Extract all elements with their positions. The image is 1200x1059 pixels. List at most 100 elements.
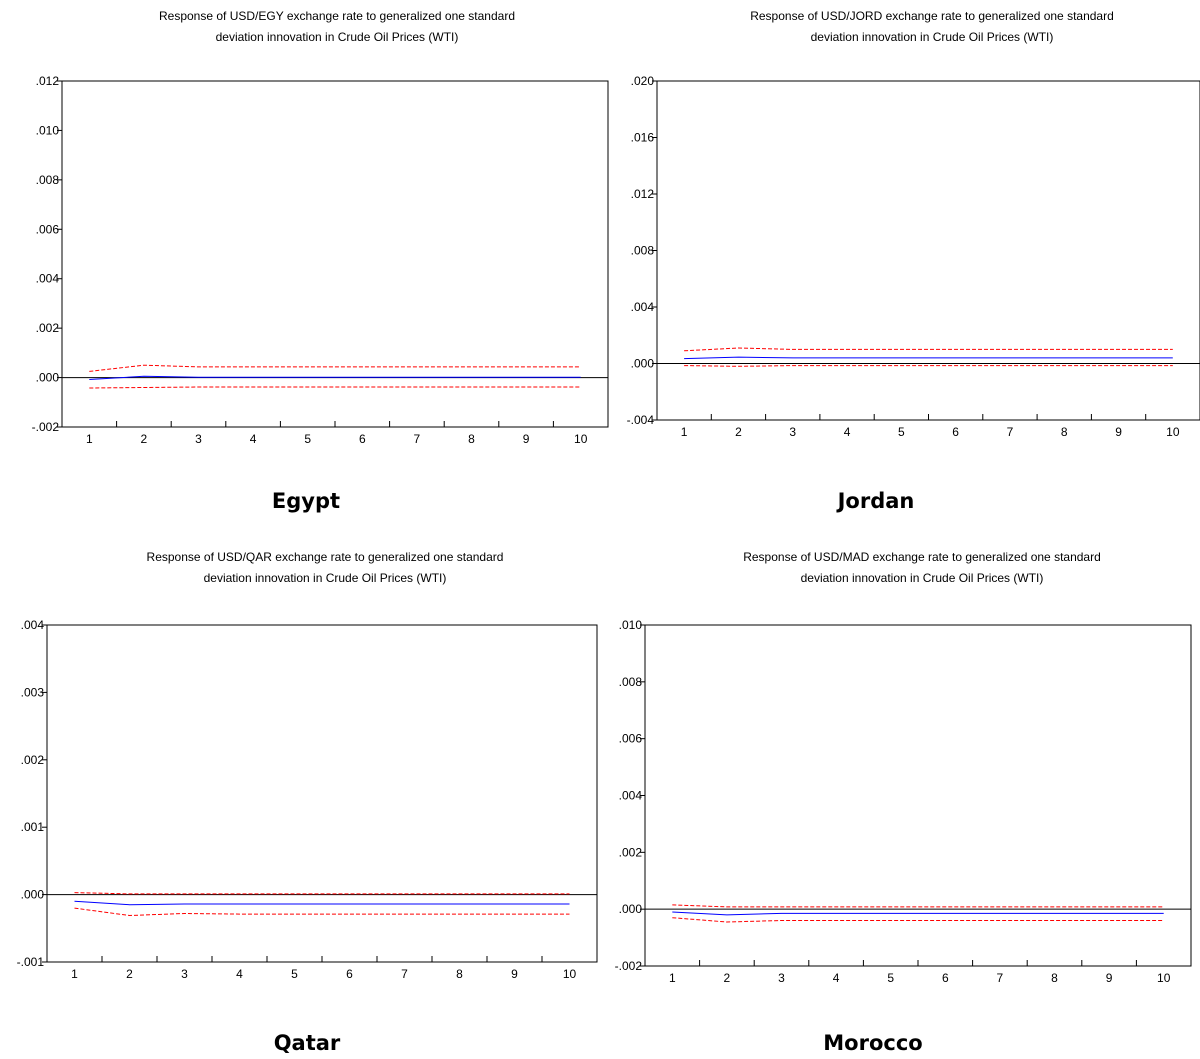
series-line-lower bbox=[74, 907, 570, 917]
x-tick-label: 3 bbox=[195, 432, 202, 446]
y-tick-label: .001 bbox=[21, 820, 45, 834]
x-tick-label: 1 bbox=[669, 971, 676, 985]
series-line-lower bbox=[672, 917, 1164, 923]
y-tick-label: .012 bbox=[36, 74, 60, 88]
x-tick-label: 1 bbox=[681, 425, 688, 439]
chart-panel-3: Response of USD/QAR exchange rate to gen… bbox=[17, 550, 598, 1055]
country-caption: Qatar bbox=[274, 1031, 341, 1055]
x-tick-label: 2 bbox=[724, 971, 731, 985]
x-tick-label: 10 bbox=[1166, 425, 1180, 439]
x-tick-label: 4 bbox=[236, 967, 243, 981]
x-tick-label: 3 bbox=[778, 971, 785, 985]
y-tick-label: .004 bbox=[631, 300, 655, 314]
y-tick-label: .000 bbox=[619, 902, 643, 916]
x-tick-label: 7 bbox=[997, 971, 1004, 985]
country-caption: Jordan bbox=[836, 489, 915, 513]
y-tick-label: .002 bbox=[619, 845, 643, 859]
plot-frame bbox=[656, 80, 1200, 421]
series-line-upper bbox=[672, 904, 1164, 908]
x-tick-label: 5 bbox=[291, 967, 298, 981]
series-line-response bbox=[74, 900, 570, 906]
series-line-upper bbox=[74, 892, 570, 895]
x-tick-label: 2 bbox=[126, 967, 133, 981]
y-tick-label: .000 bbox=[631, 357, 655, 371]
x-tick-label: 4 bbox=[844, 425, 851, 439]
y-tick-label: .004 bbox=[21, 618, 45, 632]
plot-frame bbox=[46, 624, 598, 963]
y-tick-label: -.002 bbox=[32, 420, 60, 434]
x-tick-label: 3 bbox=[789, 425, 796, 439]
chart-title-line: deviation innovation in Crude Oil Prices… bbox=[204, 571, 447, 585]
series-line-lower bbox=[684, 365, 1173, 367]
x-tick-label: 8 bbox=[468, 432, 475, 446]
chart-title-line: Response of USD/QAR exchange rate to gen… bbox=[147, 550, 504, 564]
series-line-response bbox=[672, 911, 1164, 916]
x-tick-label: 5 bbox=[887, 971, 894, 985]
x-tick-label: 1 bbox=[71, 967, 78, 981]
x-tick-label: 6 bbox=[952, 425, 959, 439]
x-tick-label: 10 bbox=[563, 967, 577, 981]
chart-title-line: deviation innovation in Crude Oil Prices… bbox=[216, 30, 459, 44]
series-line-lower bbox=[89, 386, 581, 389]
chart-title-line: deviation innovation in Crude Oil Prices… bbox=[801, 571, 1044, 585]
x-tick-label: 5 bbox=[898, 425, 905, 439]
chart-panel-2: Response of USD/JORD exchange rate to ge… bbox=[627, 9, 1200, 513]
x-tick-label: 10 bbox=[1157, 971, 1171, 985]
y-tick-label: .002 bbox=[21, 753, 45, 767]
y-tick-label: .004 bbox=[36, 272, 60, 286]
y-tick-label: .016 bbox=[631, 131, 655, 145]
chart-panel-1: Response of USD/EGY exchange rate to gen… bbox=[32, 9, 609, 513]
plot-frame bbox=[61, 80, 609, 428]
y-tick-label: .008 bbox=[631, 244, 655, 258]
y-tick-label: .010 bbox=[36, 123, 60, 137]
series-line-response bbox=[89, 375, 581, 380]
x-tick-label: 9 bbox=[1106, 971, 1113, 985]
y-tick-label: .002 bbox=[36, 321, 60, 335]
y-tick-label: .000 bbox=[21, 888, 45, 902]
y-tick-label: .012 bbox=[631, 187, 655, 201]
x-tick-label: 7 bbox=[401, 967, 408, 981]
country-caption: Morocco bbox=[823, 1031, 922, 1055]
y-tick-label: .008 bbox=[619, 675, 643, 689]
y-tick-label: .020 bbox=[631, 74, 655, 88]
x-tick-label: 9 bbox=[523, 432, 530, 446]
x-tick-label: 2 bbox=[735, 425, 742, 439]
y-tick-label: .006 bbox=[619, 732, 643, 746]
chart-title-line: Response of USD/JORD exchange rate to ge… bbox=[750, 9, 1114, 23]
chart-title-line: Response of USD/EGY exchange rate to gen… bbox=[159, 9, 515, 23]
x-tick-label: 6 bbox=[942, 971, 949, 985]
x-tick-label: 9 bbox=[1115, 425, 1122, 439]
chart-title-line: Response of USD/MAD exchange rate to gen… bbox=[743, 550, 1101, 564]
series-line-upper bbox=[684, 347, 1173, 352]
series-line-response bbox=[684, 356, 1173, 360]
x-tick-label: 2 bbox=[141, 432, 148, 446]
x-tick-label: 8 bbox=[456, 967, 463, 981]
x-tick-label: 4 bbox=[833, 971, 840, 985]
chart-panel-4: Response of USD/MAD exchange rate to gen… bbox=[615, 550, 1192, 1055]
x-tick-label: 8 bbox=[1051, 971, 1058, 985]
x-tick-label: 8 bbox=[1061, 425, 1068, 439]
series-line-upper bbox=[89, 364, 581, 372]
x-tick-label: 6 bbox=[346, 967, 353, 981]
x-tick-label: 3 bbox=[181, 967, 188, 981]
y-tick-label: .008 bbox=[36, 173, 60, 187]
y-tick-label: -.004 bbox=[627, 413, 655, 427]
y-tick-label: .010 bbox=[619, 618, 643, 632]
x-tick-label: 10 bbox=[574, 432, 588, 446]
x-tick-label: 1 bbox=[86, 432, 93, 446]
y-tick-label: -.002 bbox=[615, 959, 643, 973]
chart-title-line: deviation innovation in Crude Oil Prices… bbox=[811, 30, 1054, 44]
x-tick-label: 7 bbox=[1007, 425, 1014, 439]
y-tick-label: .000 bbox=[36, 371, 60, 385]
x-tick-label: 5 bbox=[304, 432, 311, 446]
y-tick-label: -.001 bbox=[17, 955, 45, 969]
x-tick-label: 4 bbox=[250, 432, 257, 446]
y-tick-label: .006 bbox=[36, 222, 60, 236]
x-tick-label: 7 bbox=[414, 432, 421, 446]
y-tick-label: .004 bbox=[619, 789, 643, 803]
x-tick-label: 9 bbox=[511, 967, 518, 981]
country-caption: Egypt bbox=[272, 489, 340, 513]
y-tick-label: .003 bbox=[21, 685, 45, 699]
x-tick-label: 6 bbox=[359, 432, 366, 446]
